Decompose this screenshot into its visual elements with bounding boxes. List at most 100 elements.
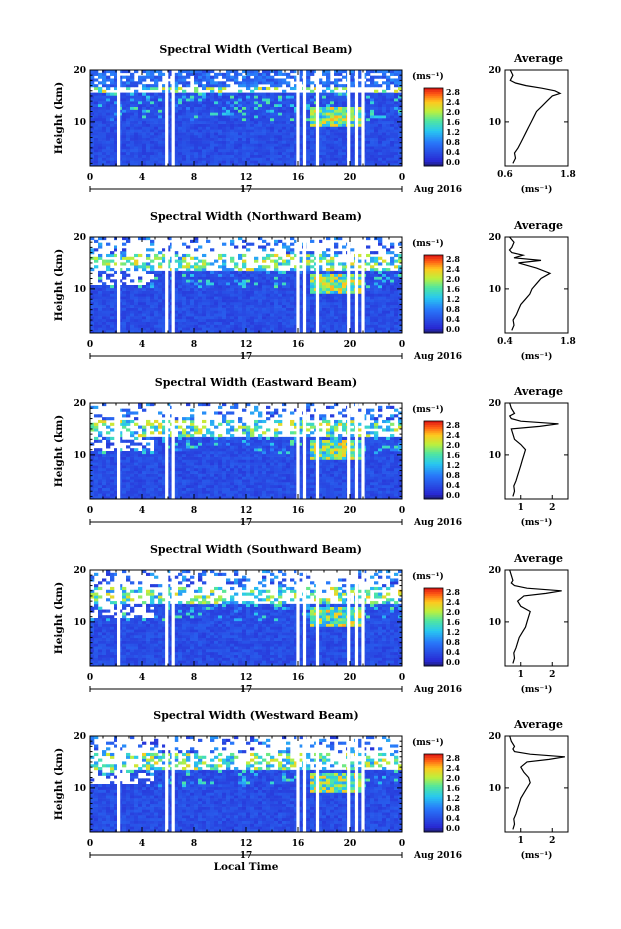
colorbar-segment [424,97,443,101]
colorbar-segment [424,458,443,461]
colorbar-segment [424,630,443,634]
date-label: Aug 2016 [413,685,462,695]
colorbar-tick-label: 0.0 [446,657,460,667]
colorbar-segment [424,162,443,165]
colorbar-segment [424,593,443,597]
colorbar-tick-label: 1.2 [446,294,460,304]
y-tick-label: 20 [73,66,86,76]
colorbar-segment [424,477,443,480]
heatmap [90,70,403,167]
x-tick-label: 0 [399,173,405,183]
avg-y-tick-label: 10 [488,285,501,295]
x-tick-label: 4 [139,673,145,683]
colorbar-segment [424,127,443,130]
colorbar-segment [424,132,443,136]
colorbar-segment [424,781,443,784]
x-tick-label: 20 [344,839,357,849]
colorbar-segment [424,646,443,649]
colorbar-segment [424,489,443,492]
colorbar-segment [424,146,443,149]
colorbar-segment [424,640,443,643]
day-label: 17 [240,685,253,695]
colorbar-tick-label: 1.2 [446,127,460,137]
colorbar-frame [423,87,444,167]
panel-4: Spectral Width (Southward Beam)0 4 8 12 16 20… [53,543,569,695]
x-tick-label: 12 [240,839,253,849]
day-label: 17 [240,518,253,528]
colorbar-tick-label: 2.0 [446,773,460,783]
colorbar-segment [424,434,443,437]
date-label: Aug 2016 [413,352,462,362]
panel-3: Spectral Width (Eastward Beam)0 4 8 12 16 20 0… [53,376,569,528]
day-label: 17 [240,185,253,195]
colorbar-segment [424,327,443,330]
colorbar-segment [424,288,443,291]
x-tick-label: 0 [87,506,93,516]
colorbar-tick-label: 1.2 [446,793,460,803]
date-label: Aug 2016 [413,185,462,195]
colorbar-segment [424,276,443,279]
colorbar-segment [424,816,443,819]
panel-title: Spectral Width (Eastward Beam) [155,376,357,389]
colorbar-segment [424,810,443,813]
colorbar-frame [423,587,444,667]
x-tick-label: 12 [240,673,253,683]
colorbar-segment [424,438,443,441]
panel-5: Spectral Width (Westward Beam)0 4 8 12 16 20 0… [53,709,569,873]
y-tick-label: 10 [73,285,86,295]
colorbar-tick-label: 0.8 [446,637,460,647]
colorbar-segment [424,130,443,134]
avg-x-tick-label: 0.4 [497,337,513,347]
colorbar-tick-label: 0.0 [446,157,460,167]
colorbar-segment [424,603,443,606]
colorbar-segment [424,461,443,465]
colorbar-segment [424,311,443,314]
avg-x-tick-label: 1.8 [560,337,576,347]
x-tick-label: 0 [87,673,93,683]
colorbar-segment [424,481,443,484]
colorbar-segment [424,812,443,815]
colorbar-segment [424,164,443,167]
x-tick-label: 4 [139,839,145,849]
colorbar-segment [424,591,443,595]
avg-profile-line [508,402,559,497]
colorbar-segment [424,290,443,293]
colorbar-segment [424,268,443,271]
colorbar-tick-label: 0.4 [446,647,460,657]
colorbar-segment [424,319,443,322]
colorbar-segment [424,783,443,786]
avg-frame [504,69,569,167]
colorbar-segment [424,773,443,776]
colorbar-segment [424,107,443,110]
colorbar-segment [424,658,443,661]
colorbar-segment [424,331,443,334]
colorbar-segment [424,444,443,447]
colorbar-segment [424,452,443,455]
y-tick-label: 20 [73,566,86,576]
colorbar-segment [424,479,443,482]
colorbar-segment [424,599,443,603]
colorbar-segment [424,627,443,630]
colorbar-segment [424,432,443,436]
colorbar-segment [424,830,443,833]
colorbar-segment [424,286,443,289]
avg-y-tick-label: 20 [488,66,501,76]
colorbar-segment [424,769,443,772]
y-tick-label: 10 [73,118,86,128]
avg-frame [504,735,569,833]
avg-y-tick-label: 20 [488,566,501,576]
panel-2: Spectral Width (Northward Beam) 0 4 8 12 16 20… [53,210,576,362]
x-tick-label: 8 [191,340,197,350]
avg-frame [504,402,569,500]
colorbar-tick-label: 0.0 [446,324,460,334]
panel-1: Spectral Width (Vertical Beam) 0 4 8 12 16 20 0… [53,43,576,195]
colorbar-segment [424,88,443,91]
colorbar-segment [424,142,443,145]
colorbar-segment [424,117,443,120]
avg-y-tick-label: 20 [488,732,501,742]
colorbar-segment [424,154,443,157]
colorbar-segment [424,787,443,790]
colorbar-tick-label: 2.4 [446,264,460,274]
colorbar-segment [424,284,443,287]
colorbar-segment [424,158,443,161]
